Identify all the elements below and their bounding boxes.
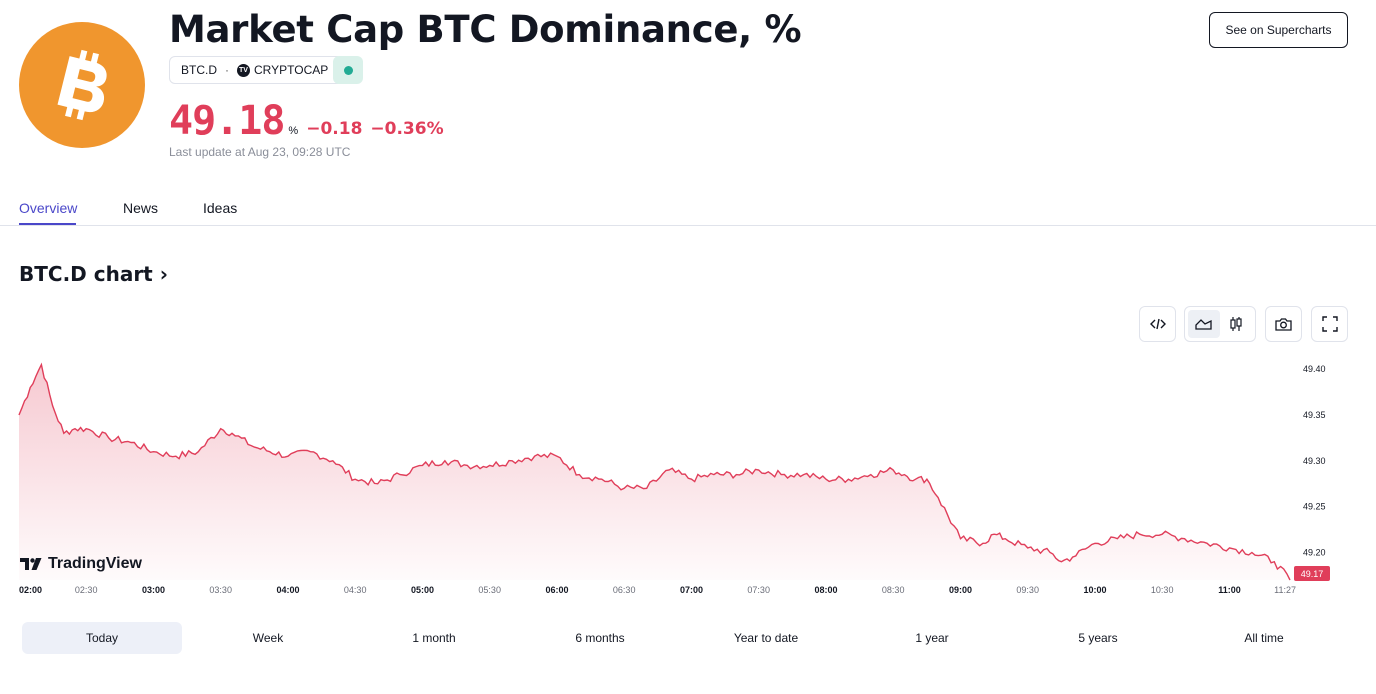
x-tick-label: 11:27 <box>1274 585 1296 595</box>
fullscreen-button[interactable] <box>1311 306 1348 342</box>
tab-bar: Overview News Ideas <box>0 196 1376 226</box>
area-chart-button[interactable] <box>1188 310 1220 338</box>
range-year-to-date[interactable]: Year to date <box>733 631 799 645</box>
fullscreen-icon <box>1321 316 1338 332</box>
area-chart-icon <box>1195 319 1212 330</box>
x-tick-label: 07:30 <box>747 585 770 595</box>
camera-icon <box>1275 318 1292 331</box>
candlestick-chart-button[interactable] <box>1220 310 1252 338</box>
range-6-months[interactable]: 6 months <box>575 631 625 645</box>
tradingview-watermark: TradingView <box>20 555 142 573</box>
x-tick-label: 04:00 <box>276 585 299 595</box>
embed-code-icon <box>1149 318 1166 330</box>
page-title: Market Cap BTC Dominance, % <box>169 8 802 51</box>
tab-ideas[interactable]: Ideas <box>203 200 238 216</box>
exchange-label: CRYPTOCAP <box>254 63 329 77</box>
range-all-time[interactable]: All time <box>1244 631 1284 645</box>
series-area-fill <box>19 364 1290 580</box>
x-tick-label: 08:30 <box>882 585 905 595</box>
series-line <box>18 362 1291 581</box>
y-tick-label: 49.25 <box>1303 502 1326 512</box>
y-tick-label: 49.30 <box>1303 456 1326 466</box>
last-value-tag: 49.17 <box>1294 566 1330 581</box>
time-range-selector: Today Week 1 month 6 months Year to date… <box>0 622 1376 654</box>
current-price: 49.18 <box>169 98 285 144</box>
x-tick-label: 05:30 <box>478 585 501 595</box>
x-tick-label: 11:00 <box>1218 585 1241 595</box>
chart-type-switch[interactable] <box>1184 306 1256 342</box>
price-change: −0.18 <box>306 119 363 139</box>
active-tab-indicator <box>19 223 76 225</box>
x-tick-label: 10:30 <box>1151 585 1174 595</box>
x-tick-label: 05:00 <box>411 585 434 595</box>
symbol-label: BTC.D <box>181 63 217 77</box>
x-tick-label: 07:00 <box>680 585 703 595</box>
x-tick-label: 03:00 <box>142 585 165 595</box>
range-1-year[interactable]: 1 year <box>915 631 949 645</box>
x-tick-label: 06:30 <box>613 585 636 595</box>
x-tick-label: 09:00 <box>949 585 972 595</box>
market-status-badge[interactable] <box>333 56 363 84</box>
x-tick-label: 03:30 <box>209 585 232 595</box>
live-status-dot-icon <box>343 65 353 75</box>
bitcoin-logo-icon <box>19 22 145 148</box>
x-tick-label: 08:00 <box>814 585 837 595</box>
bitcoin-symbol-icon <box>57 49 107 121</box>
x-tick-label: 02:00 <box>19 585 42 595</box>
range-today[interactable]: Today <box>22 622 182 654</box>
tab-news[interactable]: News <box>123 200 159 216</box>
price-change-percent: −0.36% <box>370 119 444 139</box>
embed-code-button[interactable] <box>1139 306 1176 342</box>
tradingview-exchange-icon: TV <box>237 63 250 77</box>
btc-dominance-area-chart[interactable]: 49.40 49.35 49.30 49.25 49.20 02:00 02:30 03:0… <box>0 350 1376 602</box>
range-week[interactable]: Week <box>252 631 284 645</box>
see-on-supercharts-button[interactable]: See on Supercharts <box>1209 12 1348 48</box>
x-tick-label: 09:30 <box>1016 585 1039 595</box>
y-tick-label: 49.40 <box>1303 364 1326 374</box>
price-row: 49.18 % −0.18 −0.36% <box>169 98 444 144</box>
last-update-text: Last update at Aug 23, 09:28 UTC <box>169 145 351 159</box>
y-tick-label: 49.35 <box>1303 410 1326 420</box>
symbol-chip[interactable]: BTC.D · TV CRYPTOCAP <box>169 56 344 84</box>
snapshot-button[interactable] <box>1265 306 1302 342</box>
tradingview-logo-icon <box>20 558 42 570</box>
range-1-month[interactable]: 1 month <box>412 631 456 645</box>
y-tick-label: 49.20 <box>1303 548 1326 558</box>
separator: · <box>225 63 229 77</box>
tradingview-wordmark: TradingView <box>48 555 142 572</box>
x-tick-label: 06:00 <box>545 585 568 595</box>
range-5-years[interactable]: 5 years <box>1078 631 1118 645</box>
tab-overview[interactable]: Overview <box>19 200 78 216</box>
x-tick-label: 04:30 <box>344 585 367 595</box>
x-tick-label: 10:00 <box>1083 585 1106 595</box>
chart-heading-link[interactable]: BTC.D chart › <box>19 262 168 286</box>
x-tick-label: 02:30 <box>75 585 98 595</box>
candlestick-icon <box>1230 317 1242 331</box>
price-unit: % <box>288 125 299 137</box>
